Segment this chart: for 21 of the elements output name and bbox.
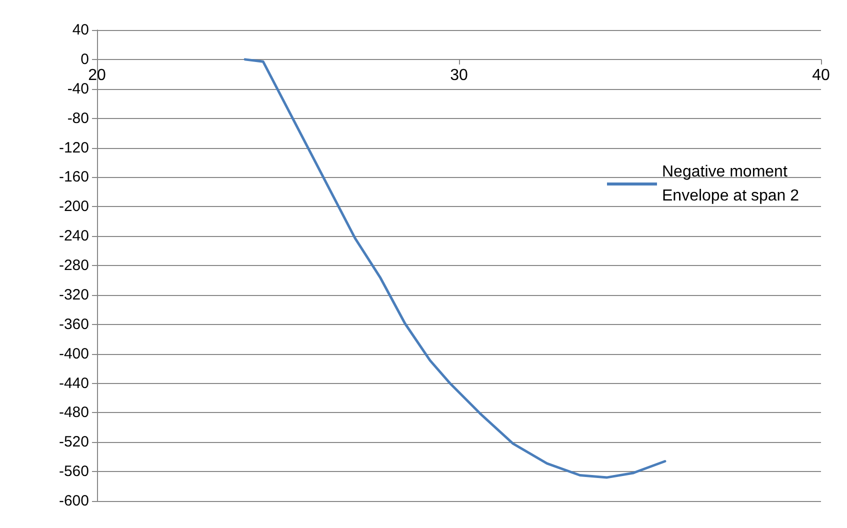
- y-tick-label: -480: [58, 404, 89, 422]
- y-tick-label: -280: [58, 257, 89, 274]
- y-tick-label: -120: [58, 139, 89, 156]
- y-tick-label: -440: [58, 374, 89, 392]
- y-tick-label: -400: [58, 345, 89, 362]
- y-tick-label: -160: [58, 168, 89, 186]
- y-tick-label: -200: [58, 198, 89, 216]
- x-tick-label: 40: [812, 66, 830, 84]
- y-tick-label: -520: [58, 434, 89, 451]
- x-tick-label: 30: [450, 66, 468, 84]
- x-tick-label: 20: [88, 66, 106, 84]
- y-tick-label: -240: [58, 228, 89, 245]
- y-tick-label: -320: [58, 286, 89, 304]
- y-tick-label: -80: [67, 110, 89, 127]
- y-tick-label: -600: [58, 492, 89, 510]
- y-tick-label: -560: [58, 463, 89, 480]
- y-tick-label: -40: [67, 80, 89, 98]
- y-tick-label: 40: [72, 22, 89, 38]
- legend-label: Negative moment Envelope at span 2: [662, 164, 800, 204]
- y-tick-label: 0: [80, 50, 89, 68]
- y-tick-label: -360: [58, 316, 89, 333]
